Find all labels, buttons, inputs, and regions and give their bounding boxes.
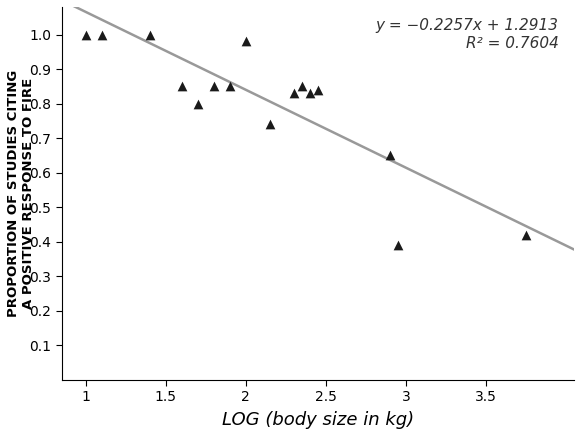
Point	[225, 83, 235, 90]
Point	[521, 231, 530, 238]
Text: y = −0.2257x + 1.2913
R² = 0.7604: y = −0.2257x + 1.2913 R² = 0.7604	[376, 18, 559, 51]
Point	[241, 38, 250, 45]
Point	[313, 86, 322, 93]
Point	[97, 31, 106, 38]
X-axis label: LOG (body size in kg): LOG (body size in kg)	[222, 411, 414, 429]
Point	[177, 83, 187, 90]
Point	[145, 31, 155, 38]
Y-axis label: PROPORTION OF STUDIES CITING
A POSITIVE RESPONSE TO FIRE: PROPORTION OF STUDIES CITING A POSITIVE …	[7, 70, 35, 317]
Point	[81, 31, 91, 38]
Point	[385, 152, 394, 159]
Point	[305, 90, 314, 97]
Point	[297, 83, 307, 90]
Point	[393, 242, 403, 249]
Point	[209, 83, 218, 90]
Point	[193, 100, 202, 107]
Point	[289, 90, 299, 97]
Point	[265, 121, 274, 128]
